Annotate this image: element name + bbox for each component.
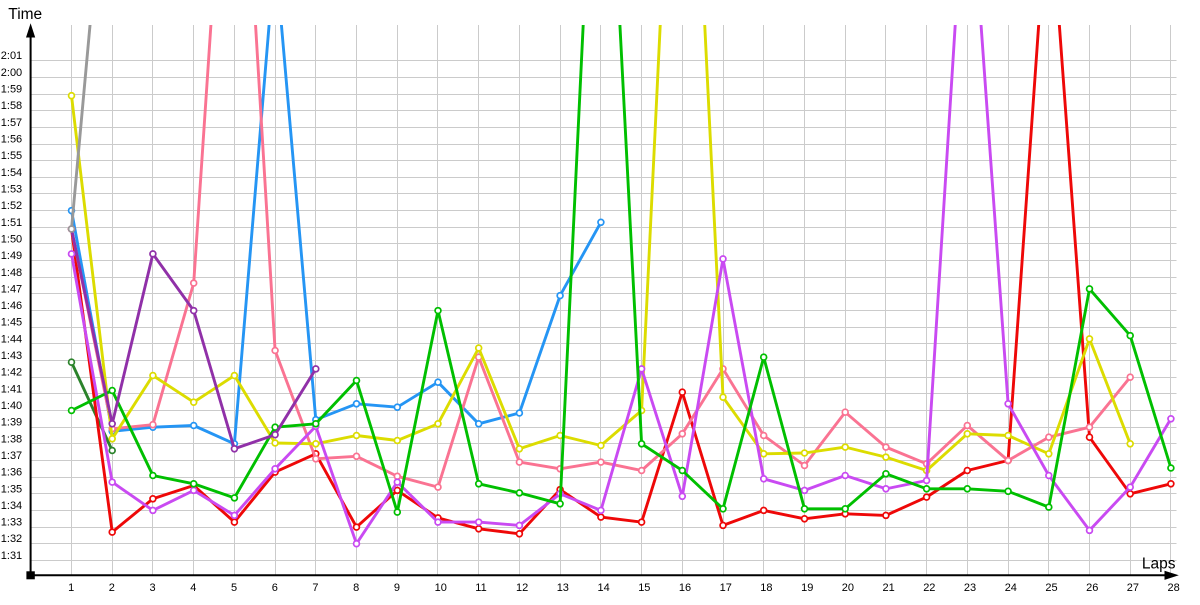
- svg-text:1:48: 1:48: [1, 267, 22, 279]
- svg-text:9: 9: [394, 582, 400, 594]
- svg-text:26: 26: [1086, 582, 1098, 594]
- svg-text:Time: Time: [8, 6, 42, 23]
- svg-text:1:58: 1:58: [1, 100, 22, 112]
- svg-text:24: 24: [1005, 582, 1017, 594]
- svg-text:11: 11: [475, 582, 486, 594]
- svg-text:23: 23: [964, 582, 976, 594]
- svg-text:15: 15: [638, 582, 650, 594]
- svg-text:2:01: 2:01: [1, 50, 22, 62]
- svg-text:2: 2: [109, 582, 115, 594]
- svg-text:1:45: 1:45: [1, 317, 22, 329]
- svg-text:1:33: 1:33: [1, 517, 22, 529]
- svg-text:1: 1: [68, 582, 74, 594]
- svg-text:27: 27: [1127, 582, 1139, 594]
- svg-text:4: 4: [190, 582, 196, 594]
- svg-text:16: 16: [679, 582, 691, 594]
- svg-text:1:52: 1:52: [1, 200, 22, 212]
- svg-text:1:56: 1:56: [1, 134, 22, 146]
- svg-text:1:38: 1:38: [1, 433, 22, 445]
- svg-text:1:42: 1:42: [1, 367, 22, 379]
- svg-text:12: 12: [516, 582, 528, 594]
- svg-text:1:31: 1:31: [1, 550, 22, 562]
- svg-text:1:50: 1:50: [1, 234, 22, 246]
- svg-text:7: 7: [312, 582, 318, 594]
- svg-text:20: 20: [842, 582, 854, 594]
- svg-text:18: 18: [760, 582, 772, 594]
- svg-text:28: 28: [1168, 582, 1180, 594]
- svg-text:1:43: 1:43: [1, 350, 22, 362]
- svg-text:Laps: Laps: [1142, 556, 1176, 573]
- svg-text:1:39: 1:39: [1, 417, 22, 429]
- svg-text:1:40: 1:40: [1, 400, 22, 412]
- svg-text:1:59: 1:59: [1, 84, 22, 96]
- svg-text:13: 13: [557, 582, 569, 594]
- svg-text:6: 6: [272, 582, 278, 594]
- svg-text:1:37: 1:37: [1, 450, 22, 462]
- svg-text:1:32: 1:32: [1, 533, 22, 545]
- svg-text:25: 25: [1045, 582, 1057, 594]
- svg-text:1:44: 1:44: [1, 333, 22, 345]
- svg-text:1:57: 1:57: [1, 117, 22, 129]
- svg-text:14: 14: [598, 582, 610, 594]
- svg-text:1:54: 1:54: [1, 167, 22, 179]
- svg-text:1:49: 1:49: [1, 250, 22, 262]
- svg-text:2:00: 2:00: [1, 67, 22, 79]
- svg-text:17: 17: [720, 582, 732, 594]
- svg-text:1:35: 1:35: [1, 483, 22, 495]
- svg-text:1:47: 1:47: [1, 283, 22, 295]
- svg-text:5: 5: [231, 582, 237, 594]
- svg-text:1:46: 1:46: [1, 300, 22, 312]
- svg-text:1:41: 1:41: [1, 383, 22, 395]
- svg-text:1:36: 1:36: [1, 467, 22, 479]
- svg-text:1:51: 1:51: [1, 217, 22, 229]
- svg-text:8: 8: [353, 582, 359, 594]
- svg-text:10: 10: [435, 582, 447, 594]
- svg-text:19: 19: [801, 582, 813, 594]
- svg-text:1:53: 1:53: [1, 184, 22, 196]
- svg-text:21: 21: [883, 582, 895, 594]
- svg-text:3: 3: [150, 582, 156, 594]
- svg-text:22: 22: [923, 582, 935, 594]
- svg-text:1:34: 1:34: [1, 500, 22, 512]
- svg-text:1:55: 1:55: [1, 150, 22, 162]
